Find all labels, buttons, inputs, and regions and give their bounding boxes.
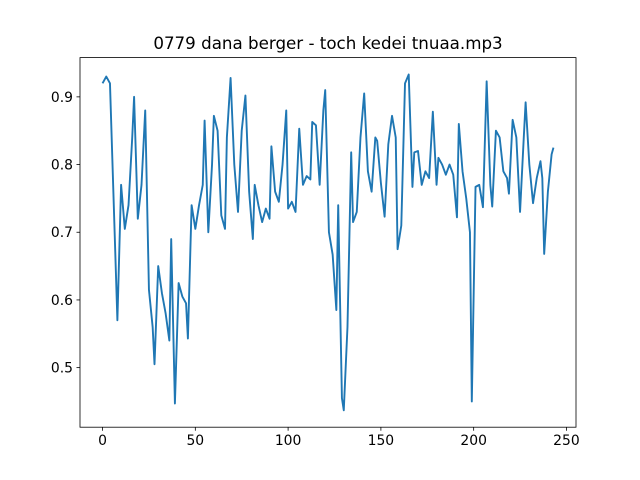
y-tick-label: 0.8 [51, 158, 73, 174]
y-tick-label: 0.9 [51, 90, 73, 106]
x-tick-label: 100 [275, 433, 302, 449]
x-tick-label: 50 [186, 433, 204, 449]
chart-title: 0779 dana berger - toch kedei tnuaa.mp3 [153, 33, 502, 53]
x-tick-label: 150 [368, 433, 395, 449]
x-tick-label: 0 [98, 433, 107, 449]
y-tick-label: 0.5 [51, 361, 73, 377]
x-tick-label: 250 [553, 433, 580, 449]
axes-frame [79, 57, 577, 428]
data-line [101, 73, 555, 412]
y-tick-label: 0.6 [51, 293, 73, 309]
y-tick-label: 0.7 [51, 225, 73, 241]
x-tick-label: 200 [460, 433, 487, 449]
